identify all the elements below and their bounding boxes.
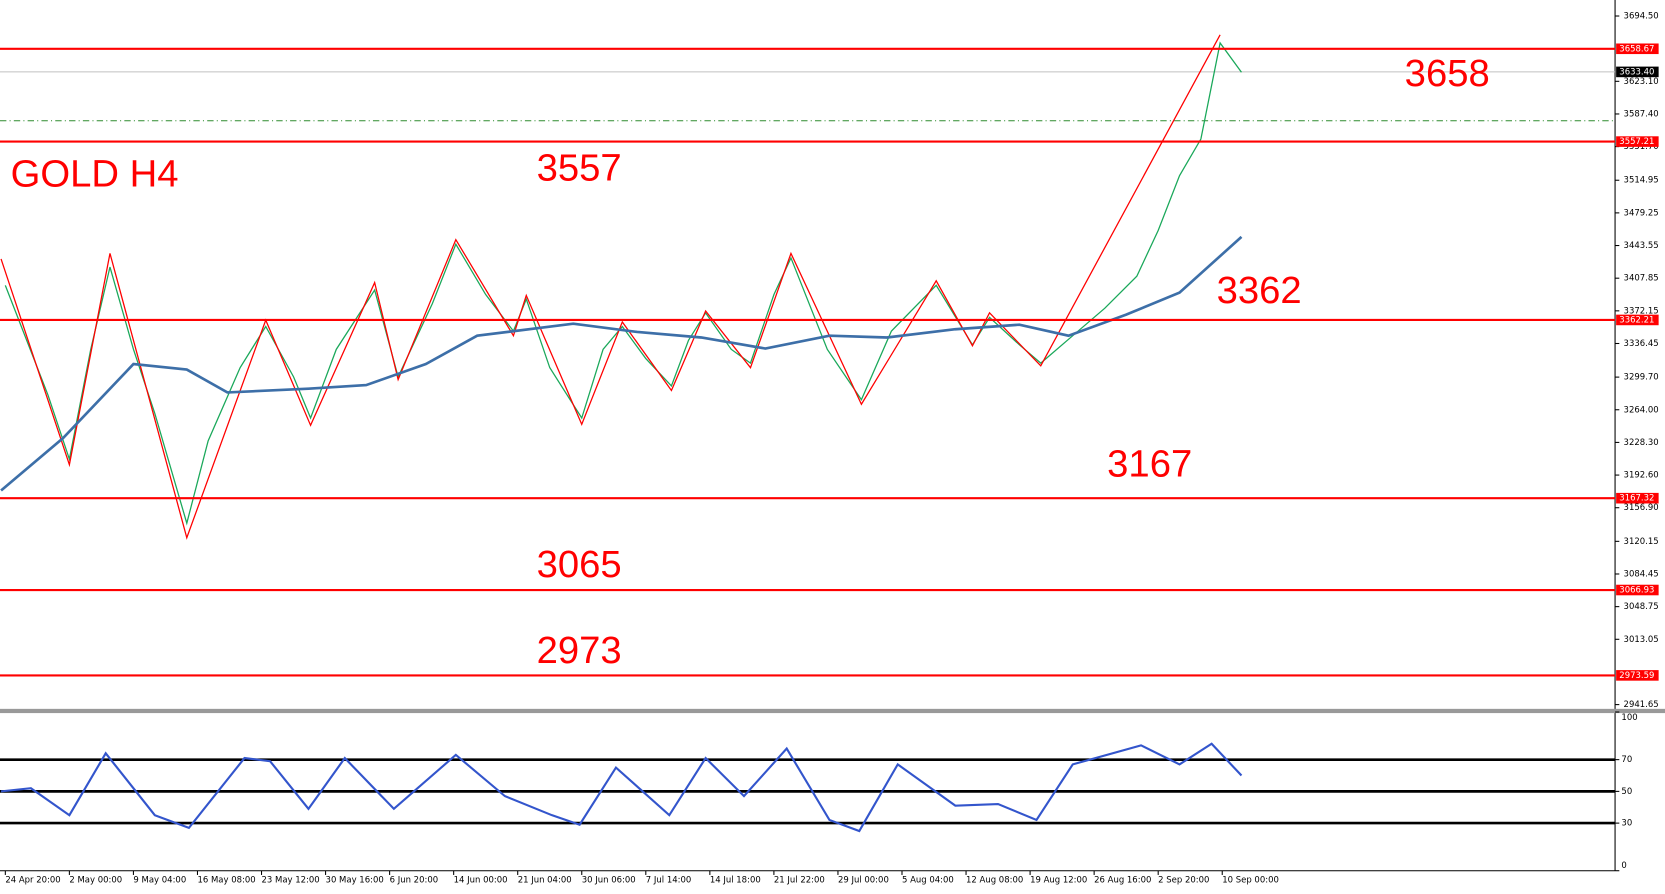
x-tick-label: 14 Jul 18:00	[710, 875, 761, 885]
level-box	[1616, 584, 1659, 596]
y-tick-label: 3084.45	[1624, 568, 1659, 578]
y-tick-label: 3156.90	[1624, 502, 1659, 512]
level-box	[1616, 492, 1659, 504]
y-tick-label: 2941.65	[1624, 699, 1659, 709]
x-tick-label: 7 Jul 14:00	[646, 875, 692, 885]
rsi-tick-label: 100	[1621, 712, 1637, 722]
y-tick-label: 3048.75	[1624, 601, 1659, 611]
level-box	[1616, 136, 1659, 147]
series-line	[0, 235, 1243, 492]
y-tick-label: 3694.50	[1624, 11, 1659, 21]
level-label: 2973.59	[1619, 670, 1654, 680]
x-tick-label: 2 May 00:00	[69, 875, 122, 885]
y-tick-label: 3443.55	[1624, 240, 1659, 250]
y-tick-label: 3013.05	[1624, 634, 1659, 644]
current-price-box	[1616, 66, 1659, 78]
rsi-tick-label: 50	[1621, 786, 1632, 796]
x-tick-label: 26 Aug 16:00	[1094, 875, 1151, 885]
x-tick-label: 21 Jun 04:00	[518, 875, 572, 885]
x-tick-label: 2 Sep 20:00	[1158, 875, 1209, 885]
level-annotation: 3557	[537, 146, 622, 189]
level-box	[1616, 670, 1659, 681]
level-annotation: 3167	[1107, 443, 1192, 486]
y-tick-label: 3587.40	[1624, 108, 1659, 118]
y-tick-label: 3407.85	[1624, 273, 1659, 283]
y-tick-label: 3623.10	[1624, 76, 1659, 86]
series-line	[4, 41, 1242, 526]
level-label: 3066.93	[1619, 585, 1654, 595]
y-tick-label: 3264.00	[1624, 404, 1659, 414]
y-tick-label: 3192.60	[1624, 470, 1659, 480]
level-annotation: 3362	[1217, 269, 1302, 312]
x-tick-label: 21 Jul 22:00	[774, 875, 825, 885]
x-tick-label: 29 Jul 00:00	[838, 875, 889, 885]
x-tick-label: 12 Aug 08:00	[966, 875, 1023, 885]
current-price-label: 3633.40	[1619, 66, 1654, 76]
level-label: 3557.21	[1619, 136, 1654, 146]
x-tick-label: 10 Sep 00:00	[1222, 875, 1279, 885]
x-tick-label: 23 May 12:00	[262, 875, 320, 885]
panel-separator	[0, 708, 1665, 714]
y-tick-label: 3336.45	[1624, 338, 1659, 348]
y-tick-label: 3514.95	[1624, 175, 1659, 185]
level-box	[1616, 43, 1659, 55]
level-annotation: 2973	[537, 629, 622, 672]
level-box	[1616, 314, 1659, 326]
x-tick-label: 19 Aug 12:00	[1030, 875, 1087, 885]
x-tick-label: 14 Jun 00:00	[454, 875, 508, 885]
level-label: 3167.32	[1619, 493, 1654, 503]
y-tick-label: 3228.30	[1624, 437, 1659, 447]
x-tick-label: 30 May 16:00	[326, 875, 384, 885]
symbol-label: GOLD H4	[11, 153, 179, 196]
level-annotation: 3065	[537, 543, 622, 586]
x-tick-label: 6 Jun 20:00	[390, 875, 439, 885]
y-tick-label: 3299.70	[1624, 372, 1659, 382]
level-label: 3362.21	[1619, 314, 1654, 324]
x-tick-label: 24 Apr 20:00	[5, 875, 60, 885]
y-tick-label: 3372.15	[1624, 305, 1659, 315]
level-label: 3658.67	[1619, 43, 1654, 53]
rsi-tick-label: 30	[1621, 818, 1632, 828]
y-tick-label: 3479.25	[1624, 207, 1659, 217]
level-annotation: 3658	[1405, 52, 1490, 95]
y-tick-label: 3120.15	[1624, 536, 1659, 546]
x-tick-label: 30 Jun 06:00	[582, 875, 636, 885]
x-tick-label: 5 Aug 04:00	[902, 875, 954, 885]
x-tick-label: 16 May 08:00	[197, 875, 255, 885]
rsi-tick-label: 0	[1621, 860, 1626, 870]
rsi-tick-label: 70	[1621, 754, 1632, 764]
x-tick-label: 9 May 04:00	[133, 875, 186, 885]
rsi-line	[0, 742, 1243, 833]
